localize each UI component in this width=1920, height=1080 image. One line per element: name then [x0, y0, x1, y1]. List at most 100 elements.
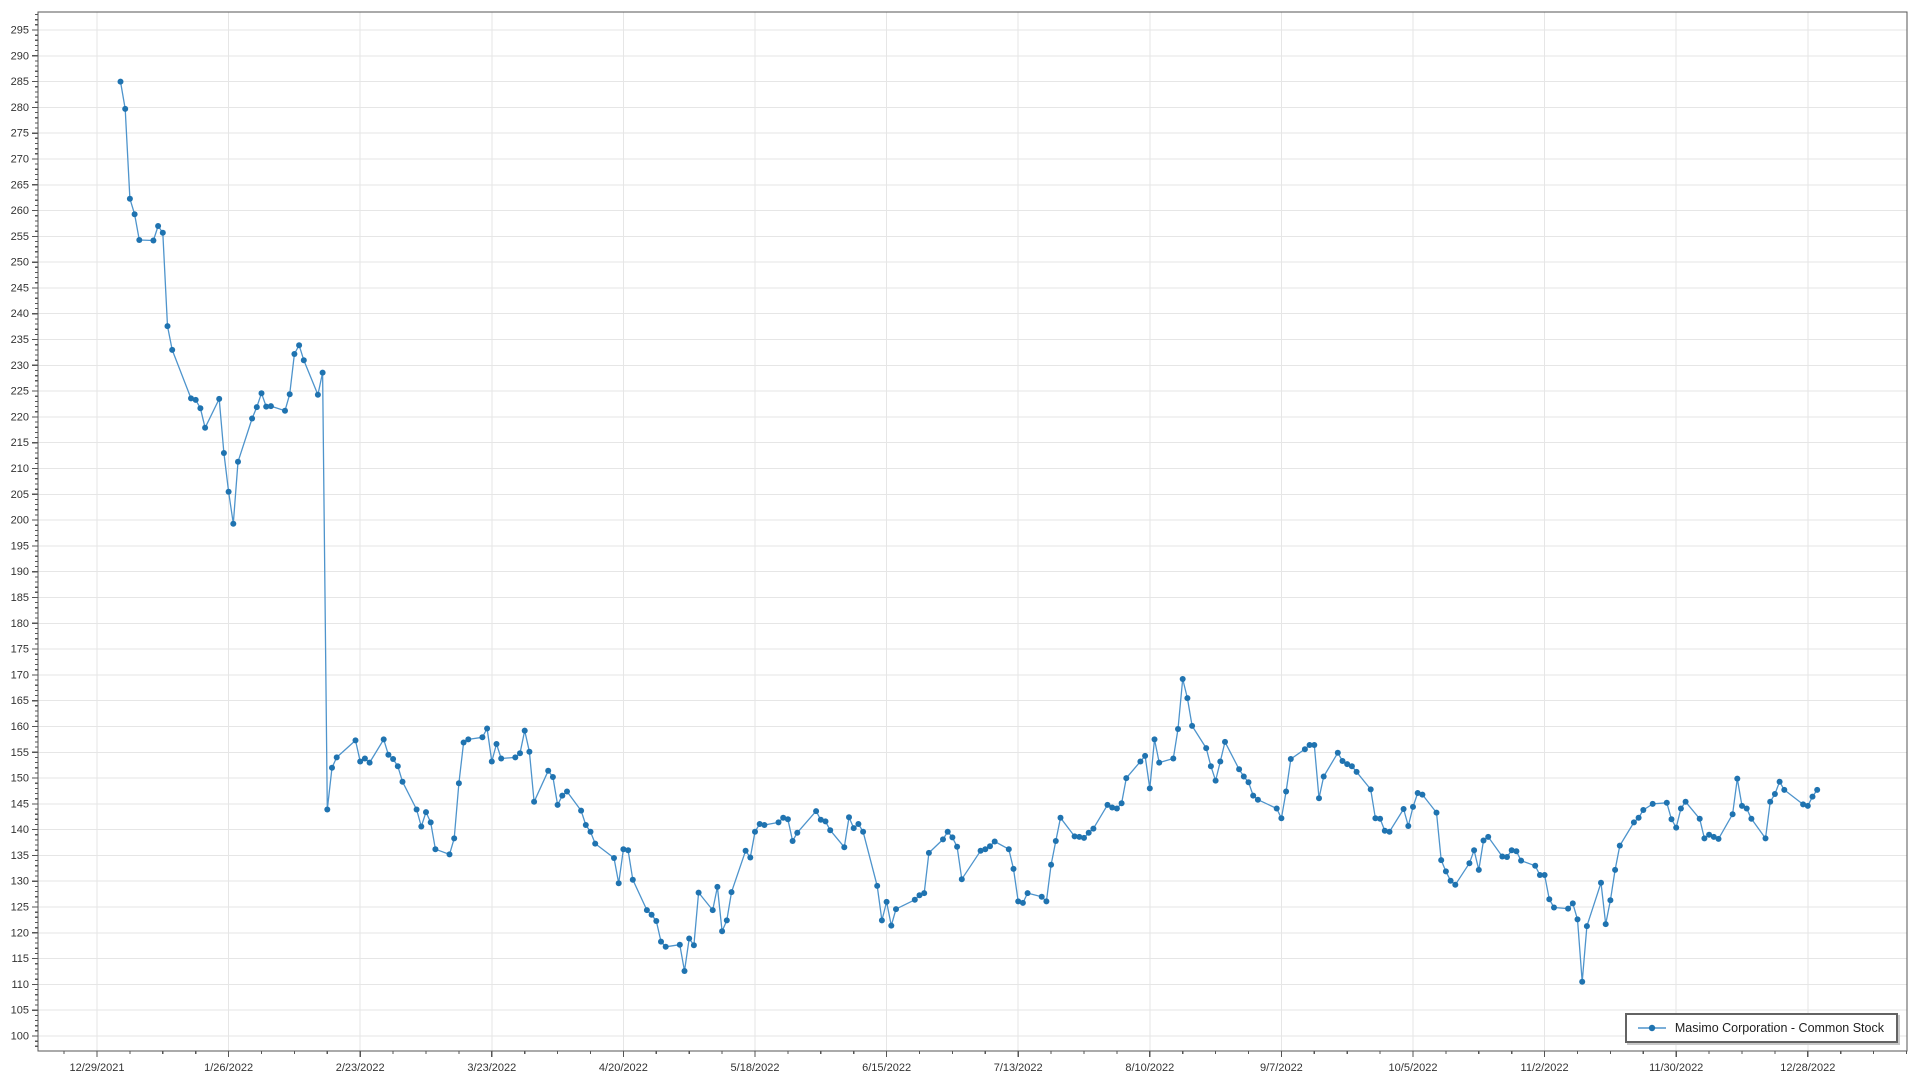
data-point-marker [752, 828, 758, 835]
data-point-marker [1696, 815, 1703, 822]
data-point-marker [1504, 854, 1510, 860]
svg-text:10/5/2022: 10/5/2022 [1389, 1062, 1438, 1074]
svg-text:275: 275 [11, 128, 29, 140]
data-point-marker [329, 764, 335, 771]
data-point-marker [1565, 905, 1572, 912]
data-point-marker [846, 814, 852, 821]
data-point-marker [531, 798, 538, 805]
data-point-marker [1729, 811, 1736, 818]
data-point-marker [300, 357, 307, 364]
data-point-marker [117, 78, 124, 85]
data-point-marker [1038, 893, 1045, 900]
data-point-marker [390, 756, 397, 762]
data-point-marker [1762, 835, 1769, 842]
data-point-marker [1301, 746, 1308, 753]
data-point-marker [1447, 877, 1454, 884]
legend[interactable]: Masimo Corporation - Common Stock [1624, 1013, 1898, 1043]
data-point-marker [1635, 814, 1642, 821]
data-point-marker [1630, 819, 1637, 826]
data-point-marker [643, 907, 650, 914]
data-point-marker [944, 828, 951, 835]
y-axis-ticks [32, 13, 38, 1047]
svg-text:1/26/2022: 1/26/2022 [204, 1062, 253, 1074]
data-point-marker [662, 943, 669, 950]
data-point-marker [1438, 857, 1445, 864]
svg-text:220: 220 [11, 411, 29, 423]
data-point-marker [582, 822, 589, 828]
data-point-marker [977, 847, 984, 854]
data-point-marker [1771, 791, 1778, 797]
data-point-marker [1005, 846, 1012, 853]
svg-text:160: 160 [11, 721, 29, 733]
data-point-marker [517, 750, 523, 757]
data-point-marker [169, 346, 176, 353]
data-point-marker [253, 404, 260, 411]
data-point-marker [991, 838, 998, 845]
svg-text:200: 200 [11, 515, 29, 527]
data-point-marker [1217, 758, 1224, 765]
data-point-marker [282, 407, 288, 414]
data-point-marker [1334, 749, 1341, 756]
data-point-marker [1536, 872, 1543, 878]
data-point-marker [1710, 833, 1717, 840]
data-point-marker [263, 403, 270, 410]
data-point-marker [1419, 791, 1426, 798]
data-point-marker [592, 840, 599, 847]
data-point-marker [451, 835, 458, 842]
data-point-marker [1184, 695, 1191, 702]
data-point-marker [564, 788, 570, 795]
data-point-marker [1278, 815, 1285, 822]
svg-text:180: 180 [11, 618, 29, 630]
data-point-marker [850, 825, 857, 832]
data-point-marker [1010, 865, 1017, 872]
data-point-marker [1212, 777, 1219, 784]
svg-text:100: 100 [11, 1031, 29, 1043]
gridlines [38, 12, 1907, 1051]
svg-text:225: 225 [11, 386, 29, 398]
data-point-marker [399, 778, 406, 785]
data-point-marker [155, 223, 162, 229]
data-point-marker [455, 780, 462, 787]
data-point-marker [1250, 792, 1257, 799]
svg-text:7/13/2022: 7/13/2022 [994, 1062, 1043, 1074]
data-point-marker [296, 342, 303, 349]
data-point-marker [709, 907, 716, 914]
data-point-marker [545, 767, 552, 774]
data-point-marker [1245, 779, 1252, 786]
data-point-marker [418, 823, 425, 830]
series-markers[interactable] [117, 78, 1821, 985]
data-point-marker [559, 792, 566, 799]
data-point-marker [1189, 722, 1196, 729]
data-point-marker [136, 237, 143, 243]
data-point-marker [1377, 815, 1384, 822]
data-point-marker [1616, 842, 1623, 849]
data-point-marker [526, 748, 533, 755]
data-point-marker [230, 520, 237, 527]
data-point-marker [625, 847, 632, 854]
data-point-marker [1052, 838, 1059, 844]
data-point-marker [324, 806, 331, 813]
data-point-marker [216, 395, 223, 402]
data-point-marker [1170, 755, 1177, 762]
svg-text:12/29/2021: 12/29/2021 [69, 1062, 124, 1074]
svg-text:205: 205 [11, 489, 29, 501]
svg-text:6/15/2022: 6/15/2022 [862, 1062, 911, 1074]
svg-text:235: 235 [11, 334, 29, 346]
data-point-marker [1085, 829, 1092, 836]
data-point-marker [1607, 897, 1614, 904]
data-point-marker [949, 834, 956, 841]
legend-label: Masimo Corporation - Common Stock [1674, 1021, 1884, 1035]
svg-text:295: 295 [11, 25, 29, 37]
data-point-marker [1612, 866, 1619, 873]
data-point-marker [1015, 898, 1022, 905]
data-point-marker [521, 727, 528, 734]
data-point-marker [940, 836, 946, 843]
data-point-marker [1311, 742, 1318, 748]
data-point-marker [267, 403, 274, 410]
svg-text:250: 250 [11, 257, 29, 269]
data-point-marker [1499, 853, 1506, 860]
legend-line-marker-icon [1637, 1024, 1666, 1032]
data-point-marker [1513, 848, 1520, 855]
data-point-marker [1800, 801, 1807, 808]
